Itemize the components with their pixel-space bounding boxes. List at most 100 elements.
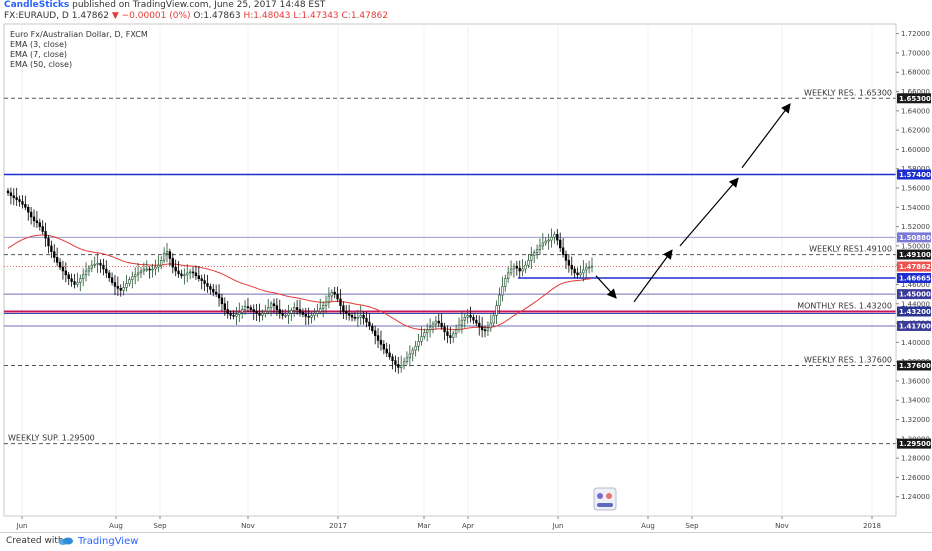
candle[interactable] [538, 238, 542, 255]
tradingview-link[interactable]: TradingView [58, 533, 138, 550]
candle[interactable] [116, 276, 120, 296]
candle[interactable] [362, 311, 365, 325]
candle[interactable] [18, 195, 21, 207]
candle[interactable] [84, 262, 88, 282]
candle[interactable] [431, 321, 435, 334]
candle[interactable] [544, 237, 547, 246]
candle[interactable] [336, 286, 339, 302]
candle[interactable] [194, 265, 198, 280]
candle[interactable] [408, 345, 412, 367]
candle[interactable] [226, 300, 229, 319]
candle[interactable] [501, 276, 504, 302]
candle[interactable] [58, 258, 62, 270]
candle[interactable] [165, 242, 169, 263]
candle[interactable] [235, 306, 238, 325]
candle[interactable] [67, 271, 70, 286]
candle[interactable] [345, 305, 348, 320]
candle[interactable] [440, 313, 443, 330]
candle[interactable] [333, 286, 336, 299]
candle[interactable] [483, 325, 487, 338]
candle[interactable] [382, 340, 386, 355]
candle[interactable] [154, 259, 157, 276]
candle[interactable] [353, 312, 357, 322]
candle[interactable] [582, 260, 585, 282]
candle[interactable] [489, 314, 492, 332]
candle[interactable] [533, 249, 536, 264]
candle[interactable] [397, 357, 400, 374]
candle[interactable] [21, 195, 24, 209]
candle[interactable] [191, 266, 195, 279]
candle[interactable] [82, 268, 85, 287]
candle[interactable] [200, 274, 203, 290]
candle[interactable] [15, 187, 18, 206]
candle[interactable] [428, 318, 432, 338]
candle[interactable] [518, 260, 521, 278]
candle[interactable] [379, 330, 383, 351]
candle[interactable] [368, 313, 371, 331]
author-name[interactable]: CandleSticks [4, 0, 70, 10]
candle[interactable] [394, 355, 397, 373]
candle[interactable] [316, 303, 319, 318]
candle[interactable] [301, 308, 305, 318]
candle[interactable] [327, 287, 331, 309]
candle[interactable] [177, 261, 180, 278]
candle[interactable] [174, 259, 177, 277]
candle[interactable] [275, 298, 279, 316]
candle[interactable] [145, 260, 148, 272]
candle[interactable] [561, 237, 565, 258]
candle[interactable] [527, 253, 530, 269]
candle[interactable] [512, 263, 516, 278]
candle[interactable] [567, 253, 571, 273]
candle[interactable] [212, 284, 215, 297]
candle[interactable] [197, 265, 200, 282]
candle[interactable] [414, 341, 417, 357]
candle[interactable] [139, 266, 143, 279]
candle[interactable] [99, 259, 102, 273]
candle[interactable] [547, 233, 550, 250]
candle[interactable] [171, 253, 174, 274]
candle[interactable] [264, 305, 267, 318]
candle[interactable] [284, 308, 287, 319]
candle[interactable] [492, 312, 495, 326]
candle[interactable] [495, 300, 498, 325]
candle[interactable] [307, 307, 310, 325]
candle[interactable] [188, 269, 192, 280]
candle[interactable] [463, 313, 466, 328]
candle[interactable] [96, 253, 99, 273]
candle[interactable] [347, 304, 351, 321]
candle[interactable] [151, 263, 154, 278]
candle[interactable] [160, 256, 163, 270]
candle[interactable] [339, 289, 342, 315]
candle[interactable] [64, 262, 67, 283]
candle[interactable] [122, 280, 125, 296]
candle[interactable] [38, 218, 41, 231]
candle[interactable] [321, 301, 325, 318]
candle[interactable] [376, 328, 380, 348]
candle[interactable] [293, 302, 296, 317]
candle[interactable] [102, 258, 105, 276]
candle[interactable] [469, 306, 472, 323]
candle[interactable] [350, 312, 354, 322]
candle[interactable] [243, 300, 247, 315]
candle[interactable] [374, 325, 377, 345]
candle[interactable] [324, 295, 328, 314]
candle[interactable] [180, 269, 183, 279]
candle[interactable] [29, 206, 33, 225]
candle[interactable] [249, 304, 253, 313]
symbol-label[interactable]: FX:EURAUD, D [4, 11, 69, 21]
candle[interactable] [142, 262, 146, 276]
candle[interactable] [504, 274, 507, 292]
candle[interactable] [246, 297, 250, 312]
candle[interactable] [186, 264, 189, 283]
candle[interactable] [183, 268, 186, 285]
candle[interactable] [50, 240, 53, 259]
candle[interactable] [241, 305, 244, 319]
candle[interactable] [535, 244, 539, 260]
candle[interactable] [90, 259, 94, 273]
candle[interactable] [475, 314, 478, 326]
candle[interactable] [405, 351, 409, 365]
candle[interactable] [206, 274, 209, 293]
candle[interactable] [79, 274, 82, 292]
candle[interactable] [553, 231, 556, 244]
candle[interactable] [515, 260, 518, 276]
